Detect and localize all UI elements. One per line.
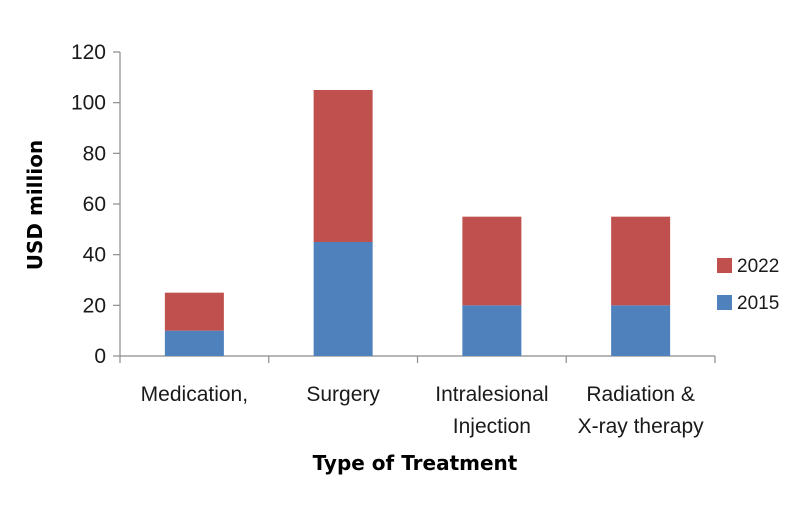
legend-label-2015: 2015 <box>737 293 779 314</box>
plot-area: 0 20 40 60 80 100 120 Medication, Surgery Intrale… <box>71 41 716 438</box>
legend-label-2022: 2022 <box>737 256 779 277</box>
x-axis-title: Type of Treatment <box>313 451 518 475</box>
bar-2022-0 <box>164 292 224 331</box>
bar-2015-0 <box>164 330 224 356</box>
y-tick-label: 40 <box>83 244 106 267</box>
legend-swatch-2015 <box>717 295 732 310</box>
bar-2022-1 <box>313 90 373 242</box>
x-tick-label: Injection <box>453 415 531 438</box>
x-tick-label: Intralesional <box>435 383 548 406</box>
bar-2022-3 <box>611 216 671 306</box>
bar-2015-3 <box>611 305 671 356</box>
x-tick-label: Surgery <box>306 383 380 406</box>
legend: 2022 2015 <box>717 256 779 314</box>
bar-2015-1 <box>313 242 373 356</box>
x-tick-label: X-ray therapy <box>578 415 705 438</box>
y-tick-label: 100 <box>71 92 106 115</box>
bar-2022-2 <box>462 216 522 306</box>
bar-2015-2 <box>462 305 522 356</box>
x-tick-label: Radiation & <box>586 383 695 406</box>
y-tick-label: 0 <box>94 345 106 368</box>
x-tick-label: Medication, <box>141 383 248 406</box>
legend-swatch-2022 <box>717 258 732 273</box>
y-tick-label: 80 <box>83 142 106 165</box>
y-axis-title: USD million <box>23 140 47 270</box>
y-tick-label: 60 <box>83 193 106 216</box>
y-tick-label: 20 <box>83 294 106 317</box>
y-tick-label: 120 <box>71 41 106 64</box>
